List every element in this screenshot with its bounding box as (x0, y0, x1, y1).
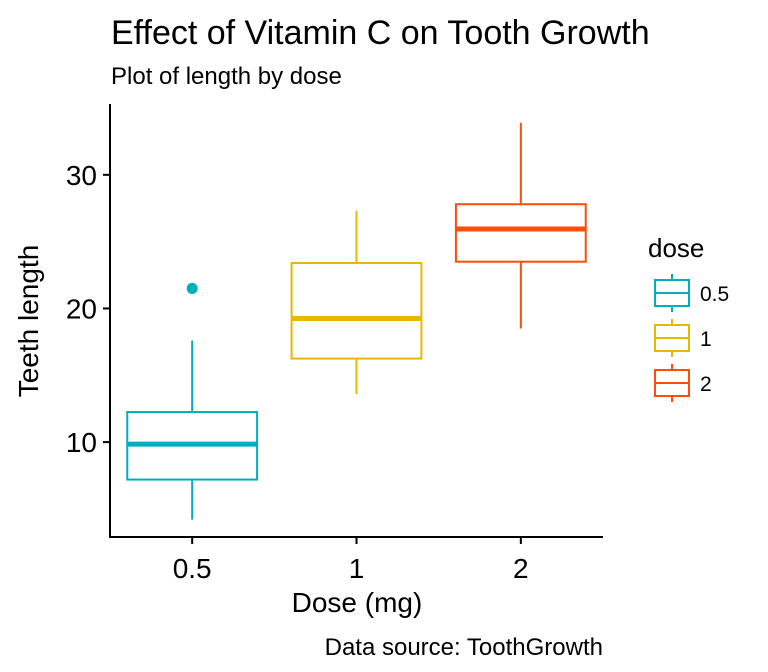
box-iqr (290, 262, 423, 360)
chart-subtitle: Plot of length by dose (111, 63, 342, 90)
legend: dose 0.5 1 2 (648, 233, 729, 402)
legend-label: 0.5 (700, 283, 729, 306)
plot-area (126, 122, 587, 520)
box-iqr (454, 203, 587, 263)
legend-label: 2 (700, 373, 712, 396)
box-outlier-point (186, 282, 198, 294)
chart-title: Effect of Vitamin C on Tooth Growth (111, 14, 650, 52)
y-tick-label: 10 (66, 427, 97, 458)
legend-item-1: 1 (654, 319, 712, 357)
x-axis-ticks: 0.5 1 2 (173, 537, 529, 584)
legend-title: dose (648, 233, 704, 263)
x-tick-label: 2 (513, 553, 529, 584)
y-tick-label: 30 (66, 160, 97, 191)
x-tick-label: 1 (349, 553, 365, 584)
y-tick-label: 20 (66, 293, 97, 324)
x-tick-label: 0.5 (173, 553, 212, 584)
x-axis-label: Dose (mg) (292, 587, 423, 618)
chart-caption: Data source: ToothGrowth (325, 634, 603, 661)
box-group-2 (454, 122, 587, 329)
box-group-0.5 (126, 282, 259, 520)
legend-item-2: 2 (654, 364, 712, 402)
y-axis-ticks: 10 20 30 (66, 160, 110, 458)
legend-label: 1 (700, 328, 712, 351)
box-group-1 (290, 210, 423, 395)
legend-item-0.5: 0.5 (654, 274, 729, 312)
y-axis-label: Teeth length (13, 245, 44, 398)
